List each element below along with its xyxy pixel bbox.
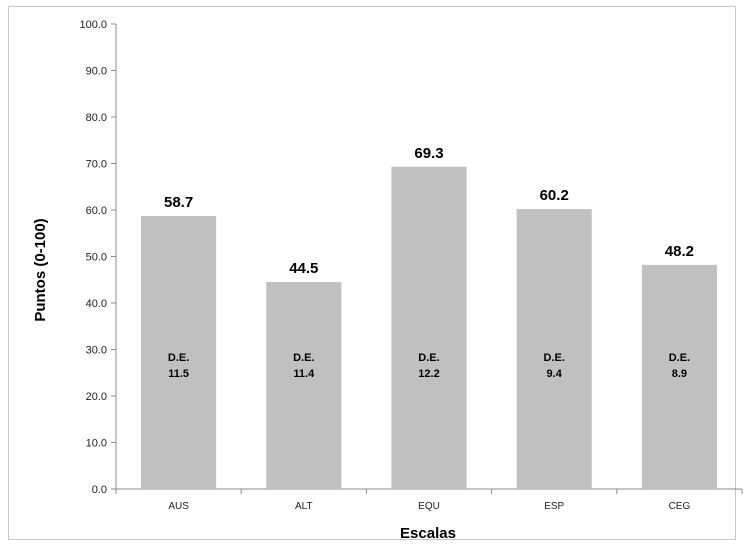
sd-prefix-label: D.E. xyxy=(168,352,189,364)
bar-value-label: 58.7 xyxy=(164,194,193,211)
x-category-label: ESP xyxy=(544,501,564,512)
y-tick-label: 60.0 xyxy=(86,205,107,217)
sd-value-label: 12.2 xyxy=(418,368,439,380)
x-axis: AUS ALT EQU ESP CEG xyxy=(115,488,743,512)
bar-aus xyxy=(141,216,217,490)
sd-prefix-label: D.E. xyxy=(293,352,314,364)
bar-equ xyxy=(391,166,467,489)
sd-value-label: 11.5 xyxy=(168,368,189,380)
bar-value-label: 69.3 xyxy=(414,145,443,162)
y-tick-label: 0.0 xyxy=(92,484,107,496)
bar-value-label: 44.5 xyxy=(289,260,318,277)
chart-border xyxy=(8,6,736,540)
sd-value-label: 8.9 xyxy=(672,368,687,380)
y-axis: 0.0 10.0 20.0 30.0 40.0 50.0 60.0 70.0 80.0 90.0 1… xyxy=(79,19,117,496)
y-tick-label: 100.0 xyxy=(79,19,107,31)
x-category-label: EQU xyxy=(418,501,440,512)
sd-value-label: 11.4 xyxy=(293,368,315,380)
y-tick-label: 80.0 xyxy=(86,112,107,124)
bar-ceg xyxy=(641,264,717,489)
y-tick-label: 10.0 xyxy=(86,438,107,450)
y-tick-label: 20.0 xyxy=(86,391,107,403)
sd-prefix-label: D.E. xyxy=(543,352,564,364)
y-tick-label: 70.0 xyxy=(86,159,107,171)
x-category-label: ALT xyxy=(295,501,313,512)
x-category-label: AUS xyxy=(168,501,189,512)
bar-alt xyxy=(266,282,342,489)
bar-value-label: 60.2 xyxy=(540,187,569,204)
sd-value-label: 9.4 xyxy=(547,368,563,380)
x-axis-title: Escalas xyxy=(400,525,456,542)
bars: 58.7 D.E. 11.5 44.5 D.E. 11.4 69.3 D.E. 12.2 60.2… xyxy=(141,145,717,490)
sd-prefix-label: D.E. xyxy=(669,352,690,364)
y-tick-label: 50.0 xyxy=(86,252,107,264)
y-tick-label: 90.0 xyxy=(86,66,107,78)
y-tick-label: 40.0 xyxy=(86,298,107,310)
bar-value-label: 48.2 xyxy=(665,243,694,260)
y-axis-title: Puntos (0-100) xyxy=(32,218,49,321)
x-category-label: CEG xyxy=(669,501,691,512)
sd-prefix-label: D.E. xyxy=(418,352,439,364)
bar-esp xyxy=(516,209,592,489)
y-tick-label: 30.0 xyxy=(86,345,107,357)
